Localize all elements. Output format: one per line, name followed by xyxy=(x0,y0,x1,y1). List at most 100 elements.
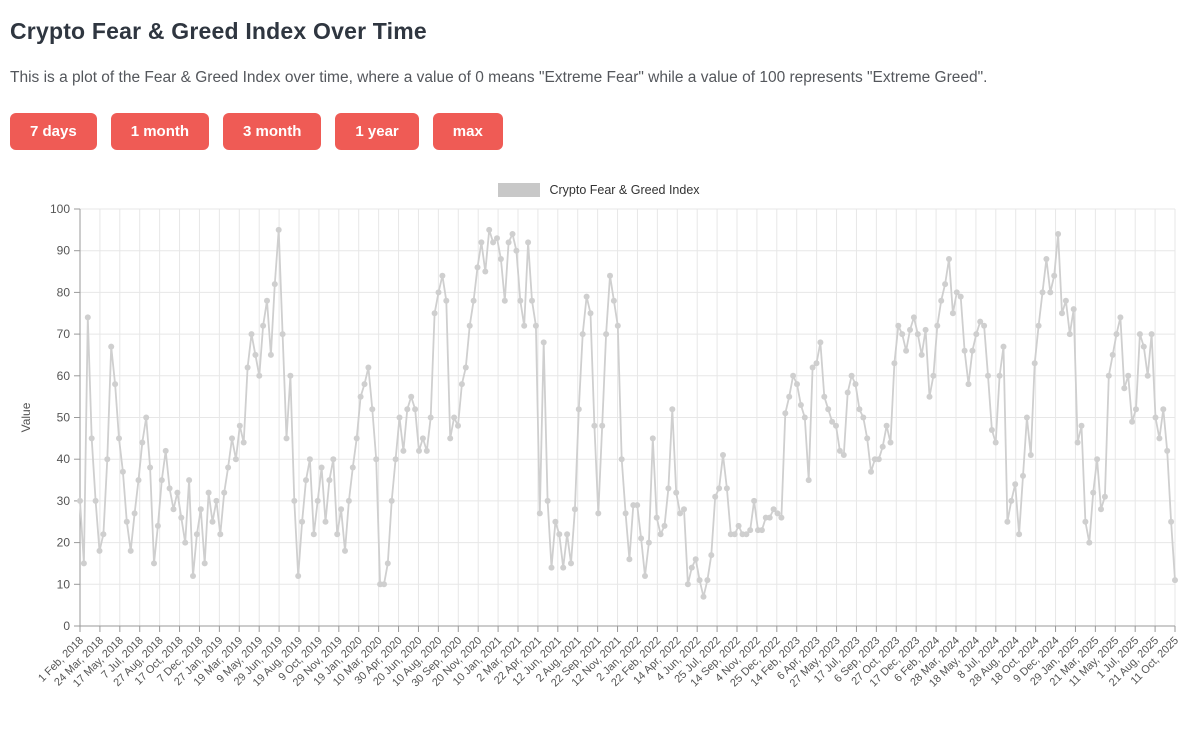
data-point xyxy=(439,272,446,279)
data-point xyxy=(969,347,976,354)
data-point xyxy=(653,514,660,521)
data-point xyxy=(225,464,232,471)
data-point xyxy=(766,514,773,521)
data-point xyxy=(213,497,220,504)
data-point xyxy=(1125,372,1132,379)
data-point xyxy=(490,239,497,246)
data-point xyxy=(1148,331,1155,338)
data-point xyxy=(338,506,345,513)
data-point xyxy=(973,331,980,338)
data-point xyxy=(521,322,528,329)
data-point xyxy=(416,447,422,454)
data-point xyxy=(1082,518,1089,525)
data-point xyxy=(1051,272,1058,279)
range-button-7days[interactable]: 7 days xyxy=(10,113,97,150)
data-point xyxy=(1160,406,1167,413)
data-point xyxy=(497,256,504,262)
data-point xyxy=(988,427,995,433)
data-point xyxy=(396,414,403,421)
data-point xyxy=(408,393,415,400)
data-point xyxy=(821,393,828,400)
data-point xyxy=(934,322,941,329)
data-point xyxy=(840,452,847,458)
data-point xyxy=(182,539,189,546)
data-point xyxy=(435,289,442,296)
data-point xyxy=(1156,435,1163,442)
data-point xyxy=(447,435,454,442)
data-point xyxy=(357,393,364,400)
data-point xyxy=(1031,360,1038,367)
data-point xyxy=(1129,418,1136,425)
data-point xyxy=(599,422,606,429)
data-point xyxy=(248,331,255,338)
data-point xyxy=(77,497,83,504)
data-point xyxy=(1144,372,1151,379)
range-button-3month[interactable]: 3 month xyxy=(223,113,322,150)
data-point xyxy=(965,381,972,388)
data-point xyxy=(92,497,99,504)
data-point xyxy=(961,347,968,354)
range-button-1year[interactable]: 1 year xyxy=(335,113,419,150)
data-point xyxy=(287,372,294,379)
range-button-max[interactable]: max xyxy=(432,113,503,150)
data-point xyxy=(345,497,352,504)
data-point xyxy=(836,447,843,454)
data-point xyxy=(217,531,224,538)
data-point xyxy=(981,322,988,329)
data-point xyxy=(381,581,387,588)
data-point xyxy=(529,297,535,304)
data-point xyxy=(770,506,777,513)
data-point xyxy=(852,381,859,388)
data-point xyxy=(505,239,512,246)
data-point xyxy=(229,435,235,442)
data-point xyxy=(868,468,874,475)
data-point xyxy=(1047,289,1054,296)
data-point xyxy=(610,297,617,304)
data-point xyxy=(392,456,399,463)
data-point xyxy=(985,372,991,379)
data-point xyxy=(743,531,750,538)
data-point xyxy=(1121,385,1128,392)
data-point xyxy=(443,297,450,304)
data-point xyxy=(186,477,193,484)
data-point xyxy=(669,406,676,413)
data-point xyxy=(587,310,594,317)
data-point xyxy=(322,518,329,525)
data-point xyxy=(809,364,816,371)
data-point xyxy=(1062,297,1069,304)
data-point xyxy=(1113,331,1120,338)
data-point xyxy=(131,510,138,517)
data-point xyxy=(856,406,863,413)
data-point xyxy=(661,522,668,529)
range-button-1month[interactable]: 1 month xyxy=(110,113,210,150)
y-tick-label: 70 xyxy=(57,327,71,341)
data-point xyxy=(201,560,208,567)
chart-area: 0 10 20 30 40 50 60 70 80 90 100 1 Feb, 2018 24 Mar,… xyxy=(10,201,1188,726)
data-point xyxy=(536,510,543,517)
data-point xyxy=(330,456,337,463)
data-point xyxy=(918,351,925,358)
data-point xyxy=(108,343,115,350)
data-point xyxy=(197,506,204,513)
data-point xyxy=(513,247,520,254)
data-point xyxy=(365,364,372,371)
data-point xyxy=(692,556,699,563)
data-point xyxy=(267,351,274,358)
data-point xyxy=(1066,331,1073,338)
data-point xyxy=(747,527,754,534)
data-point xyxy=(404,406,411,413)
data-point xyxy=(1043,256,1050,262)
legend-label: Crypto Fear & Greed Index xyxy=(549,182,700,197)
data-point xyxy=(595,510,602,517)
data-point xyxy=(509,231,516,237)
data-point xyxy=(848,372,855,379)
data-point xyxy=(657,531,664,538)
data-point xyxy=(548,564,555,571)
y-tick-label: 60 xyxy=(57,369,71,383)
data-point xyxy=(829,418,836,425)
data-point xyxy=(232,456,239,463)
data-point xyxy=(1117,314,1124,321)
data-point xyxy=(638,535,645,542)
y-tick-label: 80 xyxy=(57,285,71,299)
